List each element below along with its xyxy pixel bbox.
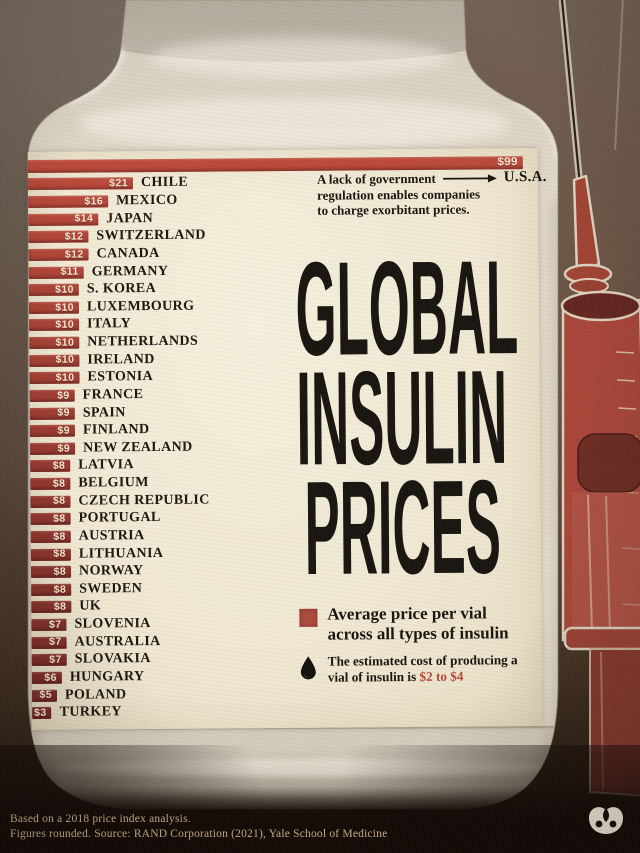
vial-label: $99 $21 CHILE $16 MEXICO $14 JAPAN $12 SWITZERLA…: [27, 148, 547, 730]
legend: Average price per vial across all types …: [299, 603, 540, 695]
legend-production-row: The estimated cost of producing a vial o…: [300, 652, 540, 685]
usa-annotation: A lack of government U.S.A. regulation e…: [317, 169, 552, 218]
blood-drop-icon: [300, 656, 318, 685]
arrow-right-icon: [442, 174, 497, 183]
footer: Based on a 2018 price index analysis. Fi…: [10, 812, 387, 841]
publisher-logo-icon: [589, 807, 623, 834]
footer-source: Figures rounded. Source: RAND Corporatio…: [10, 827, 388, 840]
bottom-vignette: [0, 745, 640, 853]
footer-note: Based on a 2018 price index analysis.: [10, 813, 191, 825]
